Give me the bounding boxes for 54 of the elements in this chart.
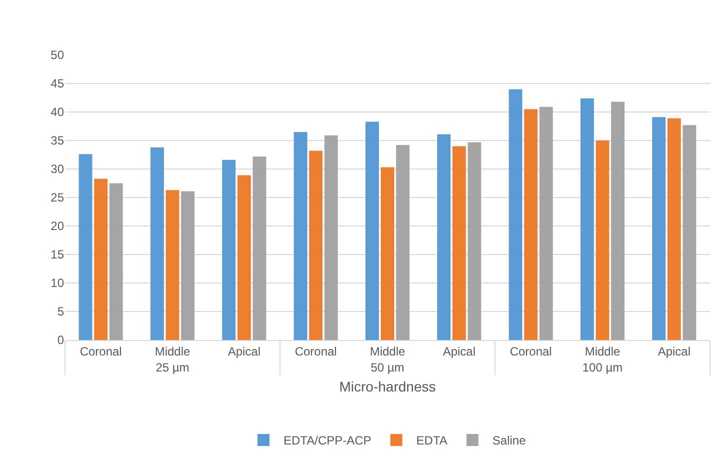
legend-label: Saline bbox=[492, 434, 526, 448]
y-tick-label: 40 bbox=[50, 105, 64, 120]
y-tick-label: 35 bbox=[50, 134, 64, 148]
x-tick-label: Coronal bbox=[80, 344, 122, 358]
legend-label: EDTA bbox=[416, 434, 448, 448]
bar bbox=[611, 102, 625, 340]
bar bbox=[324, 135, 338, 340]
x-tick-label: Apical bbox=[442, 344, 476, 358]
bar bbox=[524, 109, 538, 340]
bar bbox=[237, 175, 251, 340]
y-tick-label: 0 bbox=[57, 333, 64, 348]
text: 25 µm bbox=[156, 360, 190, 374]
y-tick-label: 15 bbox=[50, 248, 64, 262]
x-tick-label: Coronal bbox=[510, 344, 552, 358]
x-tick-label: Middle bbox=[154, 344, 190, 358]
y-tick-label: 5 bbox=[57, 304, 64, 319]
bar bbox=[181, 191, 195, 340]
bar bbox=[508, 89, 522, 340]
bar bbox=[109, 183, 123, 340]
bar bbox=[580, 98, 594, 340]
x-axis-title: Micro-hardness bbox=[339, 378, 436, 395]
bar bbox=[294, 132, 308, 340]
x-tick-label: Apical bbox=[228, 344, 261, 358]
bar bbox=[596, 140, 610, 340]
y-tick-label: 20 bbox=[50, 219, 64, 234]
bar bbox=[94, 178, 108, 340]
bar bbox=[652, 117, 666, 340]
x-tick-label: Middle bbox=[584, 344, 620, 358]
legend-label: EDTA/CPP-ACP bbox=[284, 434, 372, 448]
bar bbox=[365, 122, 379, 340]
bar bbox=[166, 190, 180, 340]
y-tick-label: 25 bbox=[50, 190, 64, 205]
x-tick-label: Middle bbox=[370, 344, 406, 358]
y-tick-label: 45 bbox=[50, 76, 64, 91]
bar bbox=[396, 145, 410, 340]
bar bbox=[682, 125, 696, 340]
bar bbox=[78, 154, 92, 340]
bar bbox=[468, 142, 482, 340]
text: 100 µm bbox=[582, 360, 623, 374]
bar bbox=[539, 106, 553, 340]
y-tick-label: 10 bbox=[50, 276, 64, 290]
bar bbox=[309, 150, 323, 340]
bar bbox=[252, 156, 266, 340]
x-tick-label: Coronal bbox=[294, 344, 337, 358]
y-tick-label: 30 bbox=[50, 162, 64, 176]
bar bbox=[150, 147, 164, 340]
bar bbox=[222, 160, 236, 340]
bar bbox=[452, 146, 466, 340]
bar bbox=[667, 118, 681, 340]
bar bbox=[437, 134, 451, 340]
y-tick-label: 50 bbox=[50, 48, 64, 62]
text: 50 µm bbox=[370, 360, 404, 374]
x-tick-label: Apical bbox=[658, 344, 691, 358]
bar bbox=[380, 167, 394, 340]
